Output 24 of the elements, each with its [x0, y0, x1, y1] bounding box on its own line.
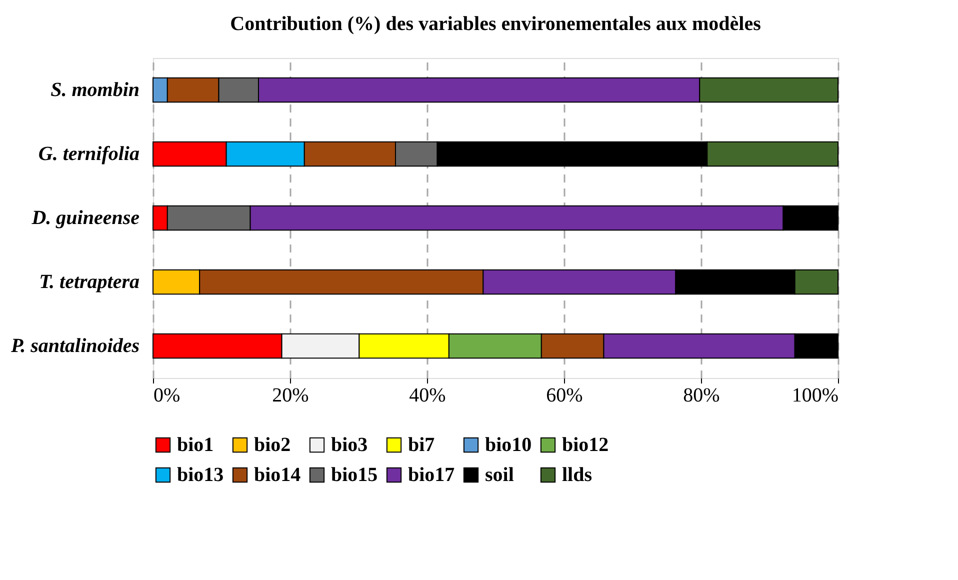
- x-tick-label: 80%: [683, 384, 720, 406]
- x-tick-label: 20%: [272, 384, 309, 406]
- legend-label: soil: [485, 464, 514, 486]
- legend-label: bio12: [562, 434, 609, 456]
- legend-label: bio10: [485, 434, 532, 456]
- legend-label: bio1: [177, 434, 214, 456]
- x-tick-label: 100%: [792, 384, 838, 406]
- y-tick-label: G. ternifolia: [38, 143, 140, 165]
- legend-label: bio17: [408, 464, 455, 486]
- y-tick-label: S. mombin: [50, 79, 140, 101]
- y-tick-label: P. santalinoides: [10, 335, 140, 357]
- y-tick-label: T. tetraptera: [39, 271, 140, 293]
- x-tick-label: 40%: [409, 384, 446, 406]
- legend-label: bio3: [331, 434, 368, 456]
- legend-label: llds: [562, 464, 592, 486]
- legend-label: bio2: [254, 434, 291, 456]
- x-tick-label: 0%: [154, 384, 180, 406]
- legend-label: bio13: [177, 464, 224, 486]
- y-tick-label: D. guineense: [30, 207, 140, 229]
- chart-title: Contribution (%) des variables environementales aux modèles: [230, 13, 762, 35]
- legend-label: bi7: [408, 434, 435, 456]
- x-tick-label: 60%: [546, 384, 583, 406]
- legend-label: bio15: [331, 464, 378, 486]
- legend-label: bio14: [254, 464, 301, 486]
